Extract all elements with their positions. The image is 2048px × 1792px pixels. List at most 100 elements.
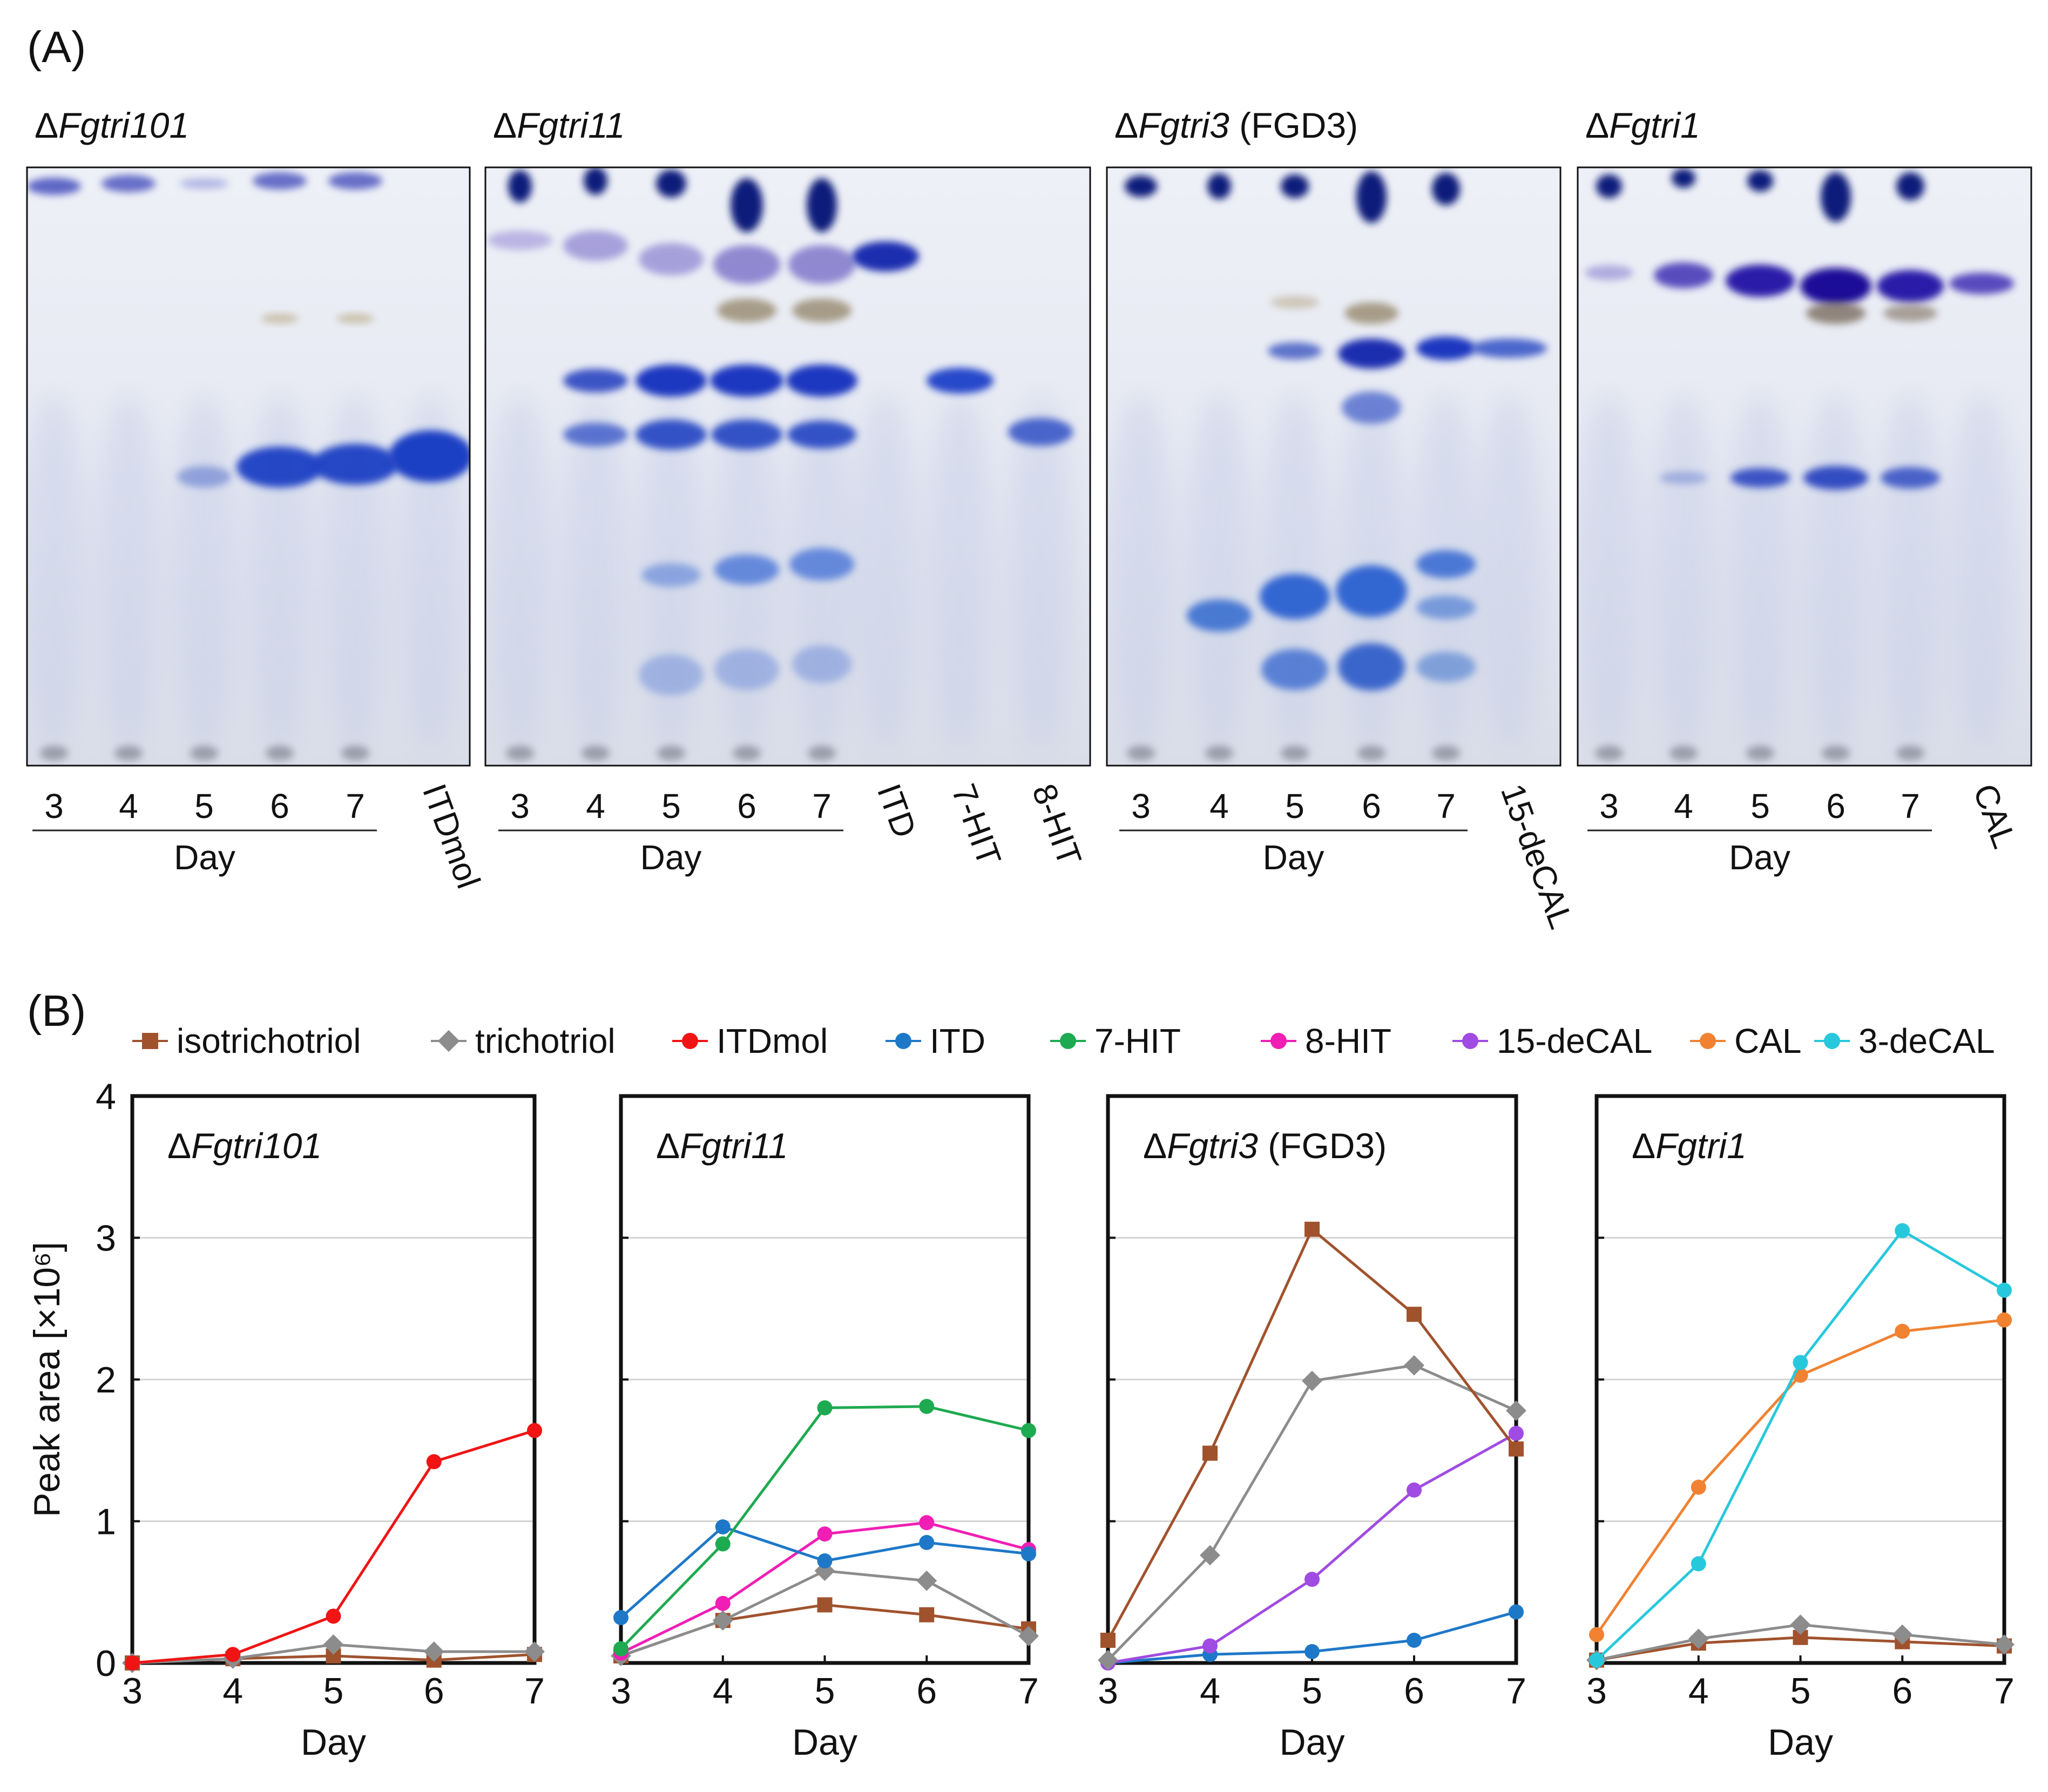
tlc-spot [787, 421, 856, 449]
data-point [527, 1423, 542, 1438]
tlc-spot [789, 548, 854, 580]
series-3-decal [1589, 1223, 2012, 1668]
origin-spot [808, 746, 836, 761]
data-point [715, 1536, 731, 1552]
lane-smear [486, 394, 553, 750]
data-point [1021, 1546, 1036, 1561]
panel-b-label: (B) [27, 986, 86, 1036]
tlc-spot [656, 170, 686, 198]
tlc-spot [1268, 342, 1322, 360]
tlc-spot [1207, 173, 1231, 199]
y-tick-label: 2 [96, 1360, 116, 1401]
tlc-spot [389, 430, 470, 482]
tlc-plate-1: ΔFgtri101 3 4 5 6 7 Day ITDmol [26, 105, 487, 894]
standard-label: ITDmol [415, 779, 487, 893]
tlc-spot [641, 563, 701, 587]
lane-smear [1186, 394, 1253, 750]
y-tick-label: 1 [96, 1502, 116, 1543]
day-lane-label: 7 [1901, 787, 1920, 826]
tlc-spot [639, 654, 704, 695]
data-point [613, 1610, 628, 1625]
tlc-spot [1883, 305, 1937, 322]
day-lane-label: 4 [1674, 787, 1693, 826]
tlc-spot [312, 444, 398, 485]
x-tick-label: 7 [1506, 1671, 1526, 1712]
day-lane-label: 3 [510, 787, 530, 826]
tlc-spot [1356, 171, 1387, 223]
data-point [1589, 1627, 1604, 1642]
legend-item: 8-HIT [1261, 1022, 1391, 1060]
day-lane-label: 4 [1209, 787, 1229, 826]
plate-spots [1578, 168, 2015, 761]
y-axis-title: Peak area [×10⁶] [26, 1242, 67, 1517]
lane-smear [1261, 394, 1328, 750]
lane-smear [1007, 394, 1074, 750]
lane-smear [1476, 394, 1543, 750]
legend-label: CAL [1734, 1022, 1802, 1060]
tlc-spot [717, 299, 776, 322]
legend-marker-circle [895, 1033, 911, 1049]
data-point [1509, 1441, 1524, 1457]
tlc-spot [1877, 270, 1944, 302]
tlc-spot [1471, 339, 1547, 358]
data-point [1895, 1323, 1910, 1339]
data-point [715, 1519, 731, 1534]
chart-title: ΔFgtri3 (FGD3) [1143, 1126, 1387, 1166]
tlc-spot [236, 447, 323, 488]
legend-marker-diamond [437, 1030, 460, 1052]
tlc-spot [1726, 265, 1795, 297]
tlc-spot [1008, 418, 1073, 446]
x-tick-label: 6 [916, 1671, 937, 1712]
chart-4: 3 4 5 6 7 Day ΔFgtri1 [1586, 1094, 2015, 1763]
tlc-spot [852, 241, 919, 272]
chart-2: 3 4 5 6 7 Day ΔFgtri11 [611, 1094, 1039, 1763]
x-tick-label: 5 [1302, 1671, 1322, 1712]
x-axis-title: Day [1280, 1722, 1345, 1763]
tlc-spot [1342, 391, 1401, 424]
data-point [1997, 1282, 2012, 1298]
origin-spot [1746, 746, 1774, 761]
day-lane-label: 7 [1436, 787, 1456, 826]
legend-item: 7-HIT [1050, 1022, 1181, 1060]
plate-strain-title: ΔFgtri101 [35, 105, 189, 145]
tlc-spot [1747, 170, 1773, 192]
legend-item: trichotriol [431, 1022, 616, 1060]
day-lane-label: 3 [1599, 787, 1619, 826]
tlc-spot [1672, 168, 1695, 188]
x-tick-label: 3 [611, 1671, 631, 1712]
origin-spot [1205, 746, 1233, 761]
tlc-spot [1803, 466, 1868, 490]
legend-marker-circle [1700, 1033, 1716, 1049]
lane-smear [1650, 394, 1717, 750]
tlc-spot [788, 245, 855, 284]
plate-strain-title: ΔFgtri11 [493, 105, 625, 145]
tlc-spot [1416, 336, 1476, 360]
data-point [1997, 1312, 2012, 1328]
legend-label: ITDmol [717, 1022, 828, 1060]
tlc-spot [1432, 173, 1460, 205]
legend-label: isotrichotriol [177, 1022, 361, 1060]
series-7-hit [613, 1398, 1036, 1656]
series-line [132, 1429, 535, 1665]
lane-smear [27, 394, 87, 750]
x-tick-label: 7 [1994, 1671, 2015, 1712]
lane-smear [852, 394, 919, 750]
day-lane-label: 5 [1750, 787, 1770, 826]
y-tick-label: 0 [96, 1643, 116, 1684]
standard-label: 15-deCAL [1493, 779, 1580, 934]
data-point [125, 1655, 140, 1671]
tlc-spot [1338, 643, 1405, 691]
data-point [1200, 1545, 1220, 1566]
data-point [1202, 1638, 1218, 1654]
lane-smear [1802, 394, 1869, 750]
legend-item: ITDmol [672, 1022, 828, 1060]
series-15-decal [1100, 1425, 1524, 1671]
data-point [1021, 1423, 1036, 1438]
data-point [1509, 1604, 1524, 1620]
legend: isotrichotriol trichotriol ITDmol ITD 7-HIT 8… [132, 1022, 1995, 1060]
legend-item: 15-deCAL [1452, 1022, 1652, 1060]
data-point [919, 1607, 935, 1622]
tlc-spot [711, 420, 782, 450]
chart-3: 3 4 5 6 7 Day ΔFgtri3 (FGD3) [1098, 1094, 1526, 1763]
tlc-spot [563, 423, 628, 447]
